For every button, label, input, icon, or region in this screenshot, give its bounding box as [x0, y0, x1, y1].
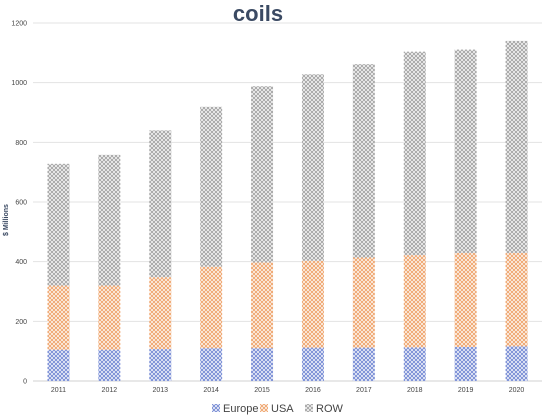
legend: Europe USA ROW — [212, 403, 344, 415]
x-tick-label: 2015 — [254, 387, 270, 394]
bar-europe-2019 — [454, 346, 477, 381]
x-tick-labels: 2011 2012 2013 2014 2015 2016 2017 2018 2019 2020 — [51, 387, 525, 394]
bar-europe-2011 — [47, 349, 70, 381]
legend-item-row: ROW — [305, 403, 344, 415]
bar-europe-2017 — [352, 347, 375, 381]
bar-europe-2018 — [403, 347, 426, 381]
bar-row-2018 — [403, 51, 426, 256]
bar-row-2013 — [149, 130, 172, 278]
bar-europe-2015 — [251, 348, 274, 381]
x-tick-label: 2019 — [458, 387, 474, 394]
legend-swatch — [305, 404, 313, 412]
bar-usa-2013 — [149, 277, 172, 350]
bars — [47, 40, 528, 381]
bar-europe-2012 — [98, 349, 121, 381]
y-tick-label: 0 — [23, 379, 27, 386]
legend-label: Europe — [223, 403, 258, 415]
legend-item-europe: Europe — [212, 403, 258, 415]
y-tick-label: 600 — [15, 200, 27, 207]
bar-row-2011 — [47, 163, 70, 286]
legend-swatch — [212, 404, 220, 412]
y-axis-label: $ Millions — [3, 204, 10, 236]
y-tick-labels: 0 200 400 600 800 1000 1200 — [11, 21, 27, 386]
bar-usa-2015 — [251, 262, 274, 349]
bar-row-2015 — [251, 86, 274, 263]
bar-row-2020 — [505, 40, 528, 254]
bar-usa-2018 — [403, 255, 426, 348]
bar-europe-2014 — [200, 348, 223, 381]
legend-item-usa: USA — [260, 403, 294, 415]
legend-label: USA — [271, 403, 294, 415]
x-tick-label: 2016 — [305, 387, 321, 394]
legend-label: ROW — [316, 403, 344, 415]
x-tick-label: 2011 — [51, 387, 66, 394]
y-tick-label: 800 — [15, 140, 27, 147]
bar-row-2019 — [454, 49, 477, 254]
x-tick-label: 2020 — [509, 387, 525, 394]
y-tick-label: 1200 — [11, 21, 27, 28]
bar-europe-2016 — [301, 347, 324, 381]
chart-title: coils — [233, 1, 283, 26]
legend-swatch — [260, 404, 268, 412]
bar-usa-2017 — [352, 257, 375, 348]
bar-row-2017 — [352, 64, 375, 258]
y-tick-label: 1000 — [11, 80, 27, 87]
bar-usa-2019 — [454, 253, 477, 347]
x-tick-label: 2012 — [102, 387, 118, 394]
bar-usa-2011 — [47, 285, 70, 350]
bar-usa-2016 — [301, 260, 324, 348]
x-tick-label: 2013 — [152, 387, 168, 394]
bar-europe-2013 — [149, 349, 172, 381]
bar-row-2014 — [200, 106, 223, 267]
bar-europe-2020 — [505, 346, 528, 381]
x-tick-label: 2018 — [407, 387, 423, 394]
x-tick-label: 2014 — [203, 387, 219, 394]
y-tick-label: 200 — [15, 319, 27, 326]
bar-usa-2014 — [200, 266, 223, 349]
bar-usa-2020 — [505, 253, 528, 347]
y-tick-label: 400 — [15, 259, 27, 266]
bar-row-2016 — [301, 74, 324, 261]
x-tick-label: 2017 — [356, 387, 372, 394]
bar-row-2012 — [98, 154, 121, 286]
bar-usa-2012 — [98, 285, 121, 350]
